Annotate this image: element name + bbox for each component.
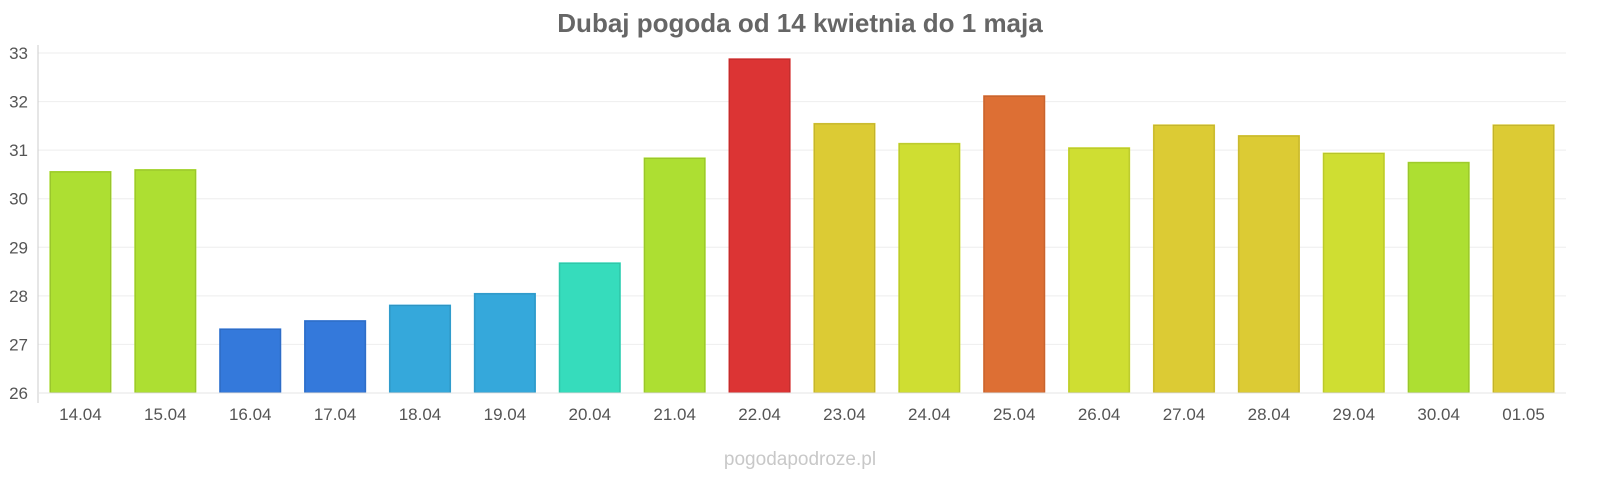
y-tick-label: 27 (9, 335, 28, 354)
x-tick-label: 19.04 (484, 405, 527, 424)
bar-27.04 (1152, 124, 1216, 394)
bar-17.04 (304, 320, 367, 394)
bar-20.04 (558, 262, 621, 394)
x-tick-label: 30.04 (1417, 405, 1460, 424)
y-tick-label: 26 (9, 384, 28, 403)
bar-18.04 (388, 304, 452, 394)
y-tick-labels: 26 27 28 29 30 31 32 33 (9, 44, 28, 403)
x-tick-label: 28.04 (1248, 405, 1291, 424)
bar-19.04 (473, 292, 536, 394)
bar-26.04 (1068, 147, 1131, 394)
x-tick-label: 01.05 (1502, 405, 1545, 424)
x-tick-label: 17.04 (314, 405, 357, 424)
x-tick-label: 18.04 (399, 405, 442, 424)
x-tick-label: 25.04 (993, 405, 1036, 424)
y-tick-label: 31 (9, 141, 28, 160)
x-tick-label: 29.04 (1333, 405, 1376, 424)
x-tick-label: 20.04 (569, 405, 612, 424)
bars (49, 58, 1555, 394)
x-tick-label: 14.04 (59, 405, 102, 424)
chart-title: Dubaj pogoda od 14 kwietnia do 1 maja (557, 8, 1043, 38)
bar-25.04 (983, 95, 1046, 394)
site-watermark: pogodapodroze.pl (723, 449, 877, 470)
y-tick-label: 29 (9, 238, 28, 257)
bar-24.04 (898, 142, 961, 394)
bar-16.04 (219, 328, 282, 394)
bar-15.04 (134, 169, 197, 394)
y-tick-label: 32 (9, 93, 28, 112)
bar-23.04 (813, 122, 876, 394)
bar-28.04 (1237, 135, 1300, 394)
y-tick-label: 30 (9, 190, 28, 209)
y-tick-label: 33 (9, 44, 28, 63)
bar-22.04 (728, 58, 791, 394)
x-tick-label: 26.04 (1078, 405, 1121, 424)
x-tick-label: 15.04 (144, 405, 187, 424)
x-tick-label: 23.04 (823, 405, 866, 424)
bar-01.05 (1492, 124, 1555, 394)
x-tick-labels: 14.04 15.04 16.04 17.04 18.04 19.04 20.04 21.04… (59, 405, 1545, 424)
x-tick-label: 27.04 (1163, 405, 1206, 424)
bar-14.04 (49, 171, 112, 394)
x-tick-label: 16.04 (229, 405, 272, 424)
bar-30.04 (1407, 161, 1470, 394)
axes (37, 45, 1566, 403)
x-tick-label: 21.04 (653, 405, 696, 424)
x-tick-label: 22.04 (738, 405, 781, 424)
bar-21.04 (643, 157, 706, 394)
bar-29.04 (1322, 152, 1385, 394)
x-tick-label: 24.04 (908, 405, 951, 424)
y-tick-label: 28 (9, 287, 28, 306)
